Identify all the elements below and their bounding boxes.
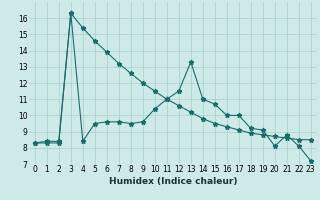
X-axis label: Humidex (Indice chaleur): Humidex (Indice chaleur) [108,177,237,186]
